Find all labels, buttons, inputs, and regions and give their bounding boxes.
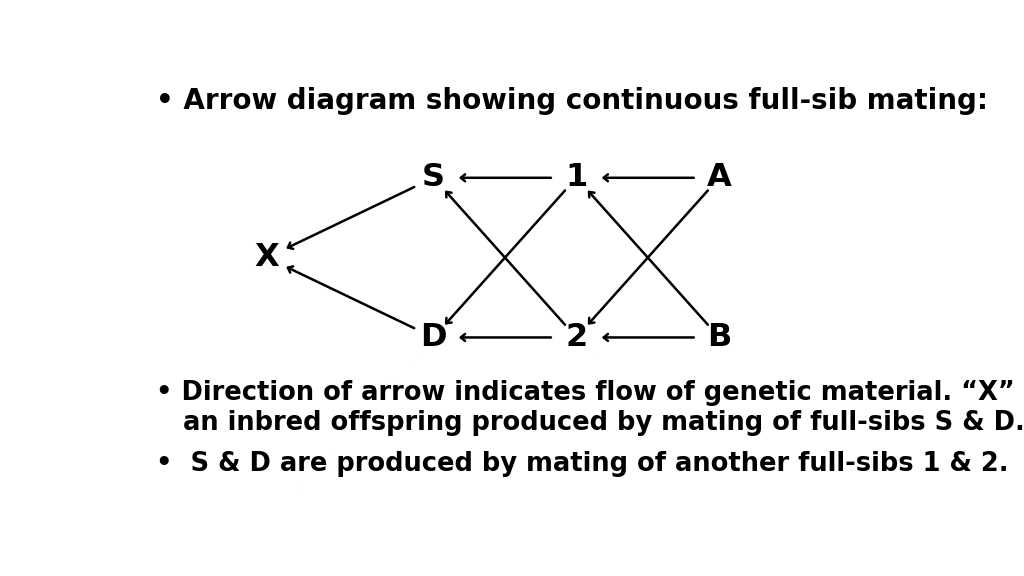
Text: • Direction of arrow indicates flow of genetic material. “X” is
   an inbred off: • Direction of arrow indicates flow of g…: [156, 380, 1024, 435]
Text: 1: 1: [565, 162, 588, 194]
Text: X: X: [255, 242, 280, 273]
Text: 2: 2: [565, 322, 588, 353]
Text: •  S & D are produced by mating of another full-sibs 1 & 2.: • S & D are produced by mating of anothe…: [156, 450, 1009, 476]
Text: A: A: [707, 162, 731, 194]
Text: S: S: [422, 162, 445, 194]
Text: B: B: [707, 322, 731, 353]
Text: • Arrow diagram showing continuous full-sib mating:: • Arrow diagram showing continuous full-…: [156, 87, 988, 115]
Text: D: D: [420, 322, 446, 353]
